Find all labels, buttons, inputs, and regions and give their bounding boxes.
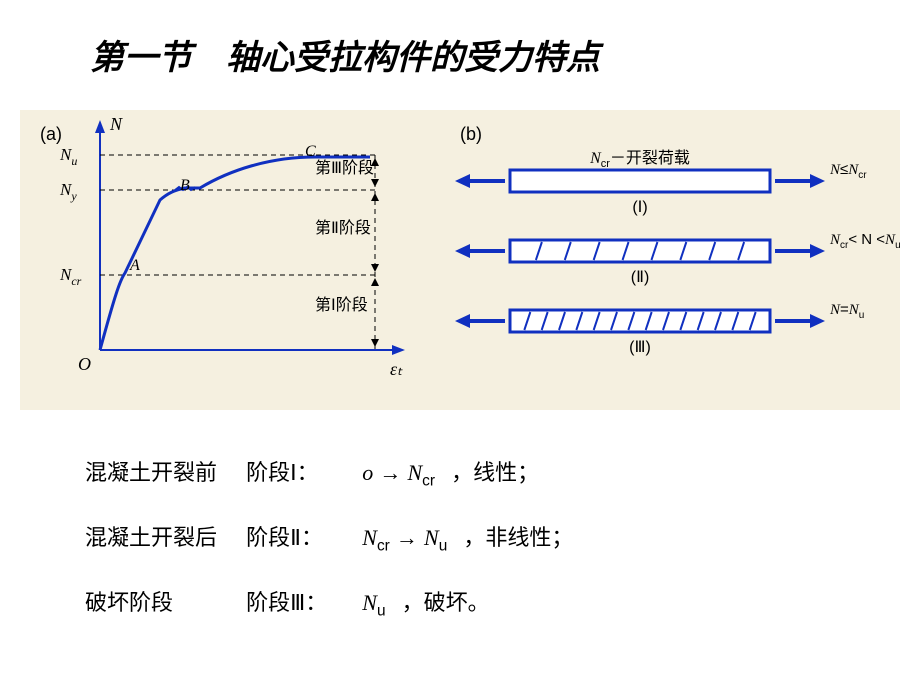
svg-text:Ny: Ny (59, 180, 77, 203)
svg-text:第Ⅰ阶段: 第Ⅰ阶段 (315, 296, 368, 314)
row2-formula: Ncr → Nu (362, 525, 447, 555)
svg-text:εₜ: εₜ (390, 359, 403, 379)
row2-label: 混凝土开裂后 (85, 520, 230, 552)
row1-formula: o → Ncr (362, 460, 435, 490)
svg-text:O: O (78, 354, 91, 374)
svg-text:第Ⅱ阶段: 第Ⅱ阶段 (315, 219, 371, 237)
svg-text:C: C (305, 143, 316, 160)
svg-text:(b): (b) (460, 124, 482, 144)
row3-stage: 阶段Ⅲ： (246, 585, 356, 617)
stage-row-3: 破坏阶段 阶段Ⅲ： Nu ，破坏。 (85, 585, 490, 620)
row2-tail: ，非线性； (463, 520, 573, 552)
svg-text:(Ⅱ): (Ⅱ) (631, 269, 650, 286)
row3-tail: ，破坏。 (402, 585, 490, 617)
panel-a-svg: (a) Nεₜ O Nu Ny Ncr A B C第Ⅲ阶段第Ⅱ阶段第Ⅰ阶段 (20, 115, 440, 405)
stage-row-1: 混凝土开裂前 阶段Ⅰ： o → Ncr ，线性； (85, 455, 539, 490)
svg-text:(Ⅲ): (Ⅲ) (629, 339, 651, 356)
svg-text:Ncr: Ncr (59, 265, 82, 288)
svg-text:A: A (129, 257, 140, 274)
svg-text:第Ⅲ阶段: 第Ⅲ阶段 (315, 159, 374, 177)
row3-formula: Nu (362, 590, 385, 620)
row1-tail: ，线性； (451, 455, 539, 487)
panel-b-svg: (b) Ncr－开裂荷载 (Ⅰ) N≤Ncr (Ⅱ) Ncr< N <Nu (Ⅲ) N=Nu (440, 115, 900, 405)
row1-stage: 阶段Ⅰ： (246, 455, 356, 487)
row2-stage: 阶段Ⅱ： (246, 520, 356, 552)
svg-text:N≤Ncr: N≤Ncr (829, 161, 867, 181)
svg-text:Nu: Nu (59, 145, 77, 168)
svg-text:Ncr－开裂荷载: Ncr－开裂荷载 (589, 149, 690, 170)
row1-label: 混凝土开裂前 (85, 455, 230, 487)
page-title: 第一节 轴心受拉构件的受力特点 (90, 30, 600, 79)
svg-text:(a): (a) (40, 124, 62, 144)
svg-text:N=Nu: N=Nu (829, 301, 864, 321)
svg-text:N: N (109, 115, 123, 134)
svg-text:B: B (180, 177, 190, 194)
svg-text:Ncr< N <Nu: Ncr< N <Nu (829, 231, 900, 251)
row3-label: 破坏阶段 (85, 585, 230, 617)
figure-area: (a) Nεₜ O Nu Ny Ncr A B C第Ⅲ阶段第Ⅱ阶段第Ⅰ阶段 (b) Ncr－开裂荷… (20, 110, 900, 410)
stage-row-2: 混凝土开裂后 阶段Ⅱ： Ncr → Nu ，非线性； (85, 520, 573, 555)
svg-text:(Ⅰ): (Ⅰ) (632, 199, 647, 216)
